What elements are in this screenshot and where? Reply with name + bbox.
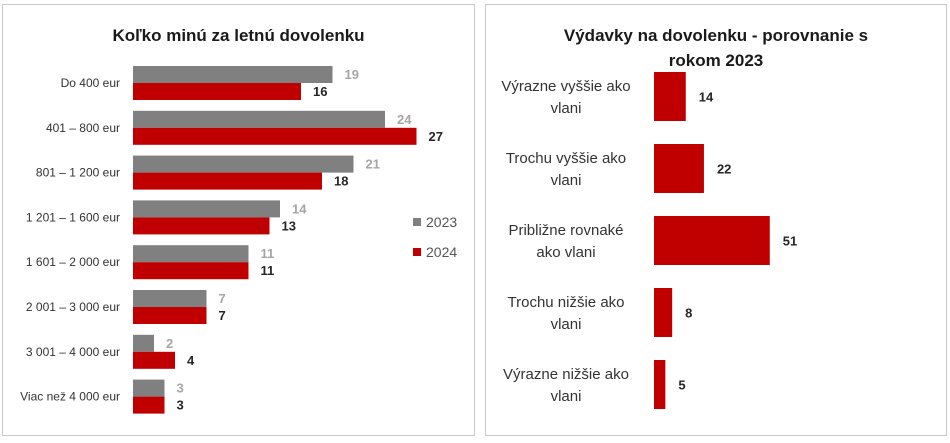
category-label-line: Výrazne vyššie ako: [501, 78, 630, 95]
bar-2023: [133, 245, 249, 263]
data-label-2023: 24: [397, 112, 412, 127]
legend-swatch-2023: [413, 218, 421, 226]
data-label-2023: 21: [366, 157, 380, 172]
category-label-line: Približne rovnaké: [508, 222, 623, 239]
bar: [654, 72, 686, 121]
legend-label-2023: 2023: [426, 214, 457, 230]
chart-title-right-text: Výdavky na dovolenku - porovnanie s roko…: [563, 26, 869, 70]
bar-2024: [133, 172, 322, 190]
data-label: 51: [783, 234, 797, 249]
data-label: 22: [717, 162, 731, 177]
bar-2023: [133, 334, 154, 352]
bar-2024: [133, 351, 175, 369]
data-label-2023: 3: [177, 381, 184, 396]
data-label: 5: [678, 378, 685, 393]
bar-2024: [133, 217, 270, 235]
category-label: Viac než 4 000 eur: [20, 390, 120, 404]
chart-panel-right: Výdavky na dovolenku - porovnanie s roko…: [485, 4, 947, 436]
data-label-2024: 4: [187, 353, 195, 368]
chart-title-left: Koľko minú za letnú dovolenku: [112, 26, 365, 45]
category-label: Približne rovnaké ako vlani: [508, 222, 623, 261]
category-label: Trochu nižšie ako vlani: [508, 294, 625, 333]
bar-2023: [133, 155, 354, 173]
data-label-2024: 27: [429, 129, 443, 144]
chart-title-right: Výdavky na dovolenku - porovnanie s roko…: [486, 23, 946, 73]
data-label-2024: 13: [282, 218, 296, 233]
bar-2024: [133, 127, 417, 145]
bar: [654, 216, 770, 265]
bar-2023: [133, 66, 333, 83]
category-label: 801 – 1 200 eur: [36, 166, 120, 180]
category-label: 1 201 – 1 600 eur: [26, 210, 120, 224]
data-label-2023: 11: [261, 246, 275, 261]
bar-2023: [133, 200, 280, 218]
bar-2023: [133, 110, 385, 128]
legend-label-2024: 2024: [426, 244, 457, 260]
data-label-2024: 3: [177, 398, 184, 413]
category-label: Trochu vyššie ako vlani: [506, 150, 626, 189]
category-label-line: ako vlani: [536, 244, 595, 261]
category-label-line: Trochu vyššie ako: [506, 150, 626, 167]
data-label-2024: 18: [334, 174, 348, 189]
data-label-2023: 2: [166, 336, 173, 351]
bar-2024: [133, 307, 207, 324]
data-label-2024: 16: [313, 84, 327, 99]
bar-2024: [133, 396, 165, 414]
legend-swatch-2024: [413, 248, 421, 256]
bar-chart-right: Výrazne vyššie ako vlani 14 Trochu vyššie a…: [501, 72, 797, 409]
category-label-line: vlani: [551, 316, 582, 333]
category-label: Výrazne vyššie ako vlani: [501, 78, 630, 117]
category-label: 2 001 – 3 000 eur: [26, 300, 120, 314]
bar: [654, 288, 673, 337]
bar: [654, 144, 704, 193]
category-label-line: vlani: [551, 100, 582, 117]
category-label-line: vlani: [551, 172, 582, 189]
category-label: 401 – 800 eur: [46, 121, 120, 135]
category-label-line: vlani: [551, 388, 582, 405]
data-label: 8: [685, 306, 692, 321]
bar-2023: [133, 290, 207, 307]
category-label-line: Výrazne nižšie ako: [503, 366, 629, 383]
category-label: 1 601 – 2 000 eur: [26, 255, 120, 269]
bar-2024: [133, 262, 249, 280]
category-label: Do 400 eur: [61, 76, 120, 90]
category-label: Výrazne nižšie ako vlani: [503, 366, 629, 405]
bar: [654, 360, 666, 409]
data-label: 14: [699, 90, 714, 105]
category-label: 3 001 – 4 000 eur: [26, 345, 120, 359]
data-label-2023: 14: [292, 201, 307, 216]
data-label-2023: 7: [219, 291, 226, 306]
bar-2023: [133, 379, 165, 397]
data-label-2023: 19: [345, 67, 359, 82]
data-label-2024: 11: [261, 263, 275, 278]
data-label-2024: 7: [219, 308, 226, 323]
category-label-line: Trochu nižšie ako: [508, 294, 625, 311]
bar-2024: [133, 83, 301, 100]
chart-panel-left: Koľko minú za letnú dovolenku Do 400 eur…: [2, 4, 475, 436]
